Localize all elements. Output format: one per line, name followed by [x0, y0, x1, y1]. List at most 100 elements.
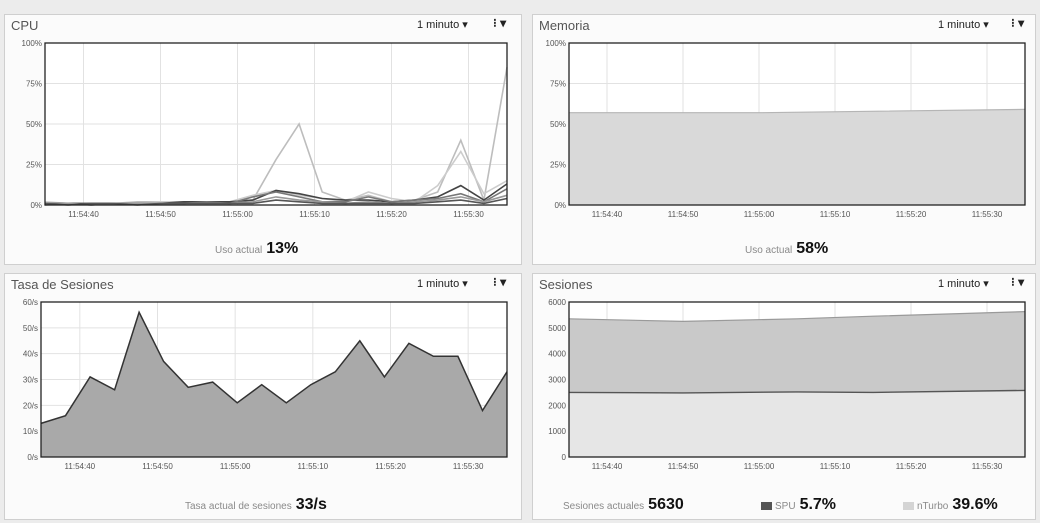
y-tick-label: 5000: [548, 324, 566, 333]
y-tick-label: 0%: [554, 201, 566, 210]
cpu-panel: CPU 1 minuto ▾ ⁝ ▾ 100% 75% 50% 25% 0% 11:54:…: [4, 14, 522, 265]
y-tick-label: 100%: [546, 39, 566, 48]
x-tick-label: 11:54:50: [668, 462, 699, 471]
x-tick-label: 11:55:00: [220, 462, 251, 471]
x-tick-label: 11:55:20: [375, 462, 406, 471]
memoria-line: [569, 108, 1026, 114]
x-tick-label: 11:55:20: [896, 210, 927, 219]
y-tick-label: 60/s: [23, 298, 38, 307]
y-tick-label: 1000: [548, 427, 566, 436]
legend-swatch-nturbo: [903, 502, 914, 511]
plot-border: [568, 42, 1026, 206]
memoria-panel: Memoria 1 minuto ▾ ⁝ ▾ 100% 75% 50% 25% 0% 11…: [532, 14, 1036, 265]
y-tick-label: 25%: [26, 161, 42, 170]
tasa-sesiones-chart: 60/s 50/s 40/s 30/s 20/s 10/s 0/s 11:54:40 11:54…: [23, 298, 508, 471]
panel-menu-button[interactable]: ⁝ ▾: [1011, 275, 1025, 289]
time-range-dropdown[interactable]: 1 minuto ▾: [938, 278, 989, 290]
footer-value: 33/s: [295, 496, 327, 513]
footer-label: Uso actual: [215, 245, 263, 256]
y-tick-label: 4000: [548, 350, 566, 359]
legend-spu: SPU 5.7%: [761, 496, 836, 514]
sesiones-chart: 6000 5000 4000 3000 2000 1000 0 11:54:40 11:54:5…: [548, 298, 1026, 471]
y-tick-label: 100%: [22, 39, 42, 48]
panel-title: Tasa de Sesiones: [11, 277, 114, 292]
panel-title: Sesiones: [539, 277, 593, 292]
tasa-line: [40, 310, 508, 425]
legend-value: 5.7%: [799, 496, 837, 513]
x-tick-label: 11:55:00: [222, 210, 253, 219]
y-tick-label: 0: [562, 453, 567, 462]
legend-nturbo: nTurbo 39.6%: [903, 496, 998, 514]
y-tick-label: 3000: [548, 376, 566, 385]
legend-label: SPU: [775, 501, 796, 512]
panel-title: Memoria: [539, 18, 590, 33]
plot-border: [568, 301, 1026, 458]
x-tick-label: 11:55:00: [744, 210, 775, 219]
memoria-area: [569, 109, 1025, 205]
spu-line: [568, 389, 1026, 394]
nturbo-area: [569, 311, 1025, 393]
y-tick-label: 2000: [548, 401, 566, 410]
y-tick-label: 10/s: [23, 427, 38, 436]
legend-swatch-spu: [761, 502, 772, 511]
x-tick-label: 11:55:30: [453, 210, 484, 219]
footer-label: Uso actual: [745, 245, 793, 256]
memoria-chart: 100% 75% 50% 25% 0% 11:54:40 11:54:50 11:55:00 1…: [546, 39, 1026, 219]
footer-label: Tasa actual de sesiones: [185, 501, 292, 512]
footer: Tasa actual de sesiones 33/s: [185, 496, 327, 514]
x-tick-label: 11:55:00: [744, 462, 775, 471]
plot-border: [44, 42, 508, 206]
panel-title: CPU: [11, 18, 39, 33]
time-range-dropdown[interactable]: 1 minuto ▾: [938, 19, 989, 31]
x-tick-label: 11:55:10: [820, 210, 851, 219]
y-tick-label: 6000: [548, 298, 566, 307]
time-range-dropdown[interactable]: 1 minuto ▾: [417, 19, 468, 31]
footer: Uso actual 58%: [745, 240, 828, 258]
x-tick-label: 11:55:20: [376, 210, 407, 219]
nturbo-line: [568, 311, 1026, 323]
legend-value: 39.6%: [952, 496, 998, 513]
x-tick-label: 11:54:50: [145, 210, 176, 219]
x-tick-label: 11:54:40: [68, 210, 99, 219]
y-tick-label: 20/s: [23, 401, 38, 410]
plot-border: [40, 301, 508, 458]
panel-menu-button[interactable]: ⁝ ▾: [493, 16, 507, 30]
x-tick-label: 11:54:50: [668, 210, 699, 219]
x-tick-label: 11:55:10: [299, 210, 330, 219]
y-tick-label: 40/s: [23, 350, 38, 359]
x-tick-label: 11:55:20: [896, 462, 927, 471]
spu-area: [569, 390, 1025, 457]
x-tick-label: 11:55:30: [972, 210, 1003, 219]
x-tick-label: 11:55:10: [820, 462, 851, 471]
footer: Uso actual 13%: [215, 240, 298, 258]
x-tick-label: 11:54:50: [142, 462, 173, 471]
time-range-dropdown[interactable]: 1 minuto ▾: [417, 278, 468, 290]
y-tick-label: 50%: [26, 120, 42, 129]
tasa-area: [41, 312, 507, 457]
cpu-chart: 100% 75% 50% 25% 0% 11:54:40 11:54:50 11:55:00 1…: [22, 39, 508, 219]
x-tick-label: 11:54:40: [65, 462, 96, 471]
y-tick-label: 50%: [550, 120, 566, 129]
y-tick-label: 0%: [30, 201, 42, 210]
footer: Sesiones actuales 5630: [563, 496, 684, 514]
x-tick-label: 11:55:30: [972, 462, 1003, 471]
footer-label: Sesiones actuales: [563, 501, 645, 512]
footer-value: 13%: [266, 240, 299, 257]
panel-menu-button[interactable]: ⁝ ▾: [493, 275, 507, 289]
footer-value: 5630: [648, 496, 684, 513]
y-tick-label: 30/s: [23, 376, 38, 385]
x-tick-label: 11:54:40: [592, 210, 623, 219]
tasa-sesiones-panel: Tasa de Sesiones 1 minuto ▾ ⁝ ▾ 60/s 50/s…: [4, 273, 522, 520]
x-tick-label: 11:55:30: [453, 462, 484, 471]
panel-menu-button[interactable]: ⁝ ▾: [1011, 16, 1025, 30]
cpu-series-line: [44, 197, 508, 206]
x-tick-label: 11:55:10: [298, 462, 329, 471]
y-tick-label: 75%: [26, 80, 42, 89]
y-tick-label: 0/s: [27, 453, 38, 462]
sesiones-panel: Sesiones 1 minuto ▾ ⁝ ▾ 6000 5000 4000 3000…: [532, 273, 1036, 520]
x-tick-label: 11:54:40: [592, 462, 623, 471]
footer-value: 58%: [796, 240, 829, 257]
y-tick-label: 75%: [550, 80, 566, 89]
y-tick-label: 25%: [550, 161, 566, 170]
legend-label: nTurbo: [917, 501, 949, 512]
